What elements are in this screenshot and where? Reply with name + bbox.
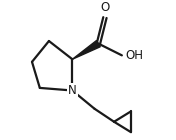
Text: N: N bbox=[68, 84, 77, 97]
Text: O: O bbox=[100, 1, 109, 14]
Text: OH: OH bbox=[126, 49, 144, 62]
Polygon shape bbox=[72, 40, 100, 59]
